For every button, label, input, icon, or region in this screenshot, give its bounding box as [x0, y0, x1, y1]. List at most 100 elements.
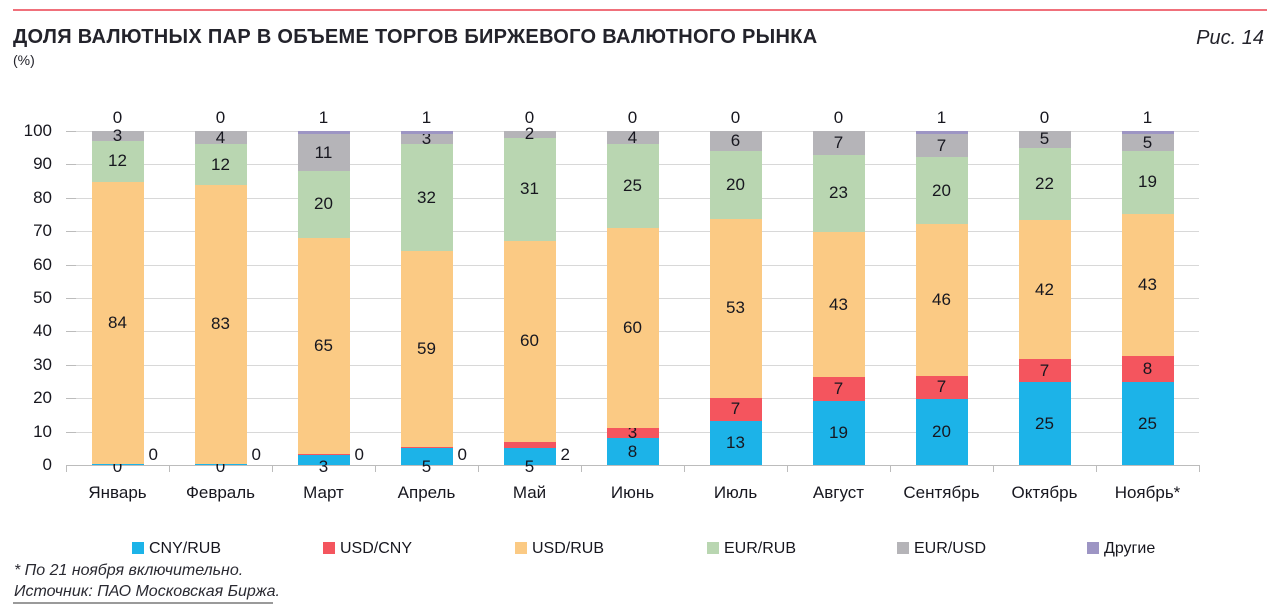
value-label: 46 — [932, 289, 951, 309]
value-label: 0 — [112, 108, 123, 127]
x-axis-label: Ноябрь* — [1114, 483, 1181, 502]
bar-segment-usd-rub — [812, 232, 865, 378]
legend-swatch-icon — [1087, 542, 1099, 554]
bar-segment-eur-rub — [297, 171, 350, 238]
bar-segment-usd-rub — [915, 223, 968, 376]
x-axis-label: Июль — [713, 483, 758, 502]
legend-item-cny-rub: CNY/RUB — [132, 540, 221, 557]
value-label: 12 — [211, 154, 230, 174]
bar-segment-usd-rub — [1121, 213, 1174, 356]
bar-segment-другие — [915, 131, 968, 135]
value-label: 13 — [726, 433, 745, 453]
bar-segment-usd-rub — [1018, 220, 1071, 360]
value-label: 25 — [1138, 413, 1157, 433]
x-axis-label: Апрель — [397, 483, 456, 502]
y-axis-tick — [66, 465, 76, 466]
x-axis-tick — [66, 465, 67, 472]
x-axis-label: Март — [303, 483, 344, 502]
bar-segment-cny-rub — [400, 448, 453, 465]
value-label: 32 — [417, 187, 436, 207]
x-axis-tick — [787, 465, 788, 472]
legend-swatch-icon — [132, 542, 144, 554]
legend-swatch-icon — [323, 542, 335, 554]
legend-item-usd-rub: USD/RUB — [515, 540, 604, 557]
y-axis-label: 30 — [33, 354, 52, 374]
x-axis-tick — [478, 465, 479, 472]
bar-segment-cny-rub — [194, 463, 247, 465]
value-label: 0 — [215, 108, 226, 127]
value-label: 5 — [1039, 129, 1050, 149]
bar-segment-cny-rub — [915, 398, 968, 465]
x-axis-label: Октябрь — [1011, 483, 1078, 502]
bar-segment-другие — [297, 131, 350, 135]
y-axis-label: 0 — [42, 455, 52, 474]
value-label: 7 — [833, 132, 844, 152]
bar-segment-cny-rub — [1018, 382, 1071, 465]
x-axis-tick — [993, 465, 994, 472]
legend-swatch-icon — [515, 542, 527, 554]
value-label: 20 — [932, 421, 951, 441]
bar-segment-eur-usd — [400, 134, 453, 145]
value-label: 3 — [318, 457, 329, 476]
x-axis-label: Июнь — [610, 483, 655, 502]
legend-label: EUR/USD — [914, 540, 987, 557]
bar-segment-eur-usd — [606, 131, 659, 145]
bar-segment-eur-usd — [915, 134, 968, 158]
bar-segment-eur-rub — [709, 151, 762, 219]
value-label: 7 — [833, 379, 844, 399]
value-label: 19 — [829, 422, 848, 442]
bar-segment-usd-cny — [503, 441, 556, 449]
bar-segment-usd-cny — [1018, 359, 1071, 383]
bar-segment-usd-rub — [503, 241, 556, 442]
value-label: 5 — [524, 457, 535, 476]
value-label: 0 — [148, 445, 158, 464]
value-label: 12 — [108, 151, 127, 171]
value-label: 1 — [936, 108, 947, 127]
value-label: 84 — [108, 312, 127, 332]
x-axis-tick — [272, 465, 273, 472]
y-axis-label: 20 — [33, 388, 52, 408]
bar-segment-eur-usd — [503, 131, 556, 138]
value-label: 0 — [730, 108, 741, 127]
bar-segment-eur-usd — [1018, 131, 1071, 148]
value-label: 2 — [560, 445, 570, 464]
value-label: 1 — [318, 108, 329, 127]
value-label: 0 — [354, 445, 364, 464]
value-label: 0 — [627, 108, 638, 127]
y-axis-tick — [66, 364, 76, 366]
y-axis-tick — [66, 231, 76, 233]
legend-item-usd-cny: USD/CNY — [323, 540, 413, 557]
value-label: 7 — [1039, 360, 1050, 380]
legend-label: USD/CNY — [340, 540, 413, 557]
value-label: 59 — [417, 339, 436, 359]
value-label: 53 — [726, 298, 745, 318]
legend-swatch-icon — [897, 542, 909, 554]
bar-segment-usd-cny — [400, 447, 453, 449]
value-label: 0 — [1039, 108, 1050, 127]
value-label: 4 — [215, 127, 226, 147]
value-label: 3 — [421, 129, 432, 149]
value-label: 7 — [730, 399, 741, 419]
value-label: 0 — [833, 108, 844, 127]
value-label: 11 — [314, 142, 333, 162]
chart-footnote: * По 21 ноября включительно. — [14, 562, 244, 579]
bar-segment-usd-cny — [297, 453, 350, 455]
value-label: 4 — [627, 127, 638, 147]
figure-number-label: Рис. 14 — [1196, 27, 1264, 49]
y-axis-tick — [66, 398, 76, 400]
bar-segment-usd-rub — [606, 227, 659, 429]
bar-segment-usd-rub — [91, 181, 144, 464]
bar-segment-cny-rub — [91, 463, 144, 465]
bar-segment-eur-usd — [297, 134, 350, 172]
value-label: 1 — [1142, 108, 1153, 127]
bar-segment-eur-usd — [812, 131, 865, 155]
bar-segment-usd-rub — [400, 251, 453, 447]
bar-segment-eur-rub — [915, 157, 968, 224]
bar-segment-usd-cny — [709, 397, 762, 422]
bar-segment-usd-rub — [194, 184, 247, 464]
x-axis-label: Январь — [88, 483, 147, 502]
legend-item-другие: Другие — [1087, 540, 1155, 557]
bar-segment-cny-rub — [503, 448, 556, 465]
